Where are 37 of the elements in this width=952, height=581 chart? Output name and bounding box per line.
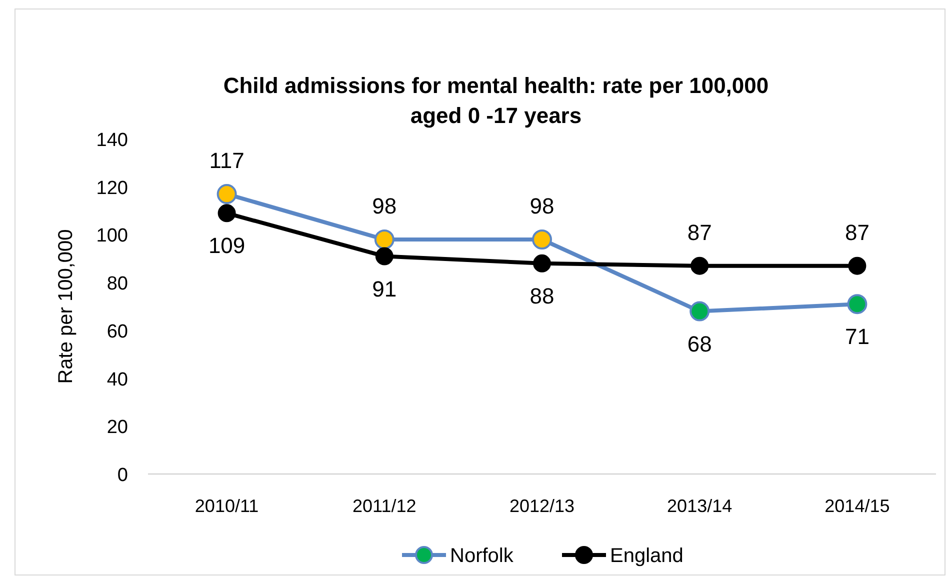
data-label: 109 xyxy=(208,233,246,258)
data-label: 87 xyxy=(687,220,712,245)
point xyxy=(533,254,551,272)
y-tick-label: 120 xyxy=(96,178,128,199)
x-tick-label: 2014/15 xyxy=(824,496,890,516)
y-tick-label: 40 xyxy=(106,369,128,390)
y-tick-label: 100 xyxy=(96,226,128,247)
chart-title: Child admissions for mental health: rate per 100,000 aged 0 -17 years xyxy=(223,73,769,128)
data-label: 87 xyxy=(844,220,870,245)
data-label: 88 xyxy=(530,283,554,308)
data-label: 117 xyxy=(209,148,244,174)
point xyxy=(375,247,394,266)
x-tick-label: 2012/13 xyxy=(509,496,575,516)
point xyxy=(690,301,710,322)
y-tick-label: 140 xyxy=(96,130,128,151)
point xyxy=(848,256,866,275)
y-axis-title: Rate per 100,000 xyxy=(55,229,77,384)
point xyxy=(690,256,709,275)
data-label: 98 xyxy=(530,194,554,218)
y-tick-label: 0 xyxy=(117,465,128,486)
legend-label: Norfolk xyxy=(450,545,514,567)
point xyxy=(532,230,552,250)
data-label: 71 xyxy=(844,324,870,350)
y-tick-label: 80 xyxy=(106,274,128,295)
data-label: 98 xyxy=(372,194,397,218)
x-tick-label: 2010/11 xyxy=(194,496,259,516)
point xyxy=(847,294,868,314)
legend-label: England xyxy=(610,545,684,567)
point xyxy=(218,204,236,222)
x-tick-label: 2011/12 xyxy=(352,496,416,516)
x-tick-label: 2013/14 xyxy=(667,496,732,516)
y-tick-label: 60 xyxy=(106,321,128,342)
y-tick-label: 20 xyxy=(106,417,128,438)
data-label: 68 xyxy=(687,331,712,356)
point xyxy=(216,184,237,204)
data-label: 91 xyxy=(372,276,397,302)
point xyxy=(374,230,394,250)
